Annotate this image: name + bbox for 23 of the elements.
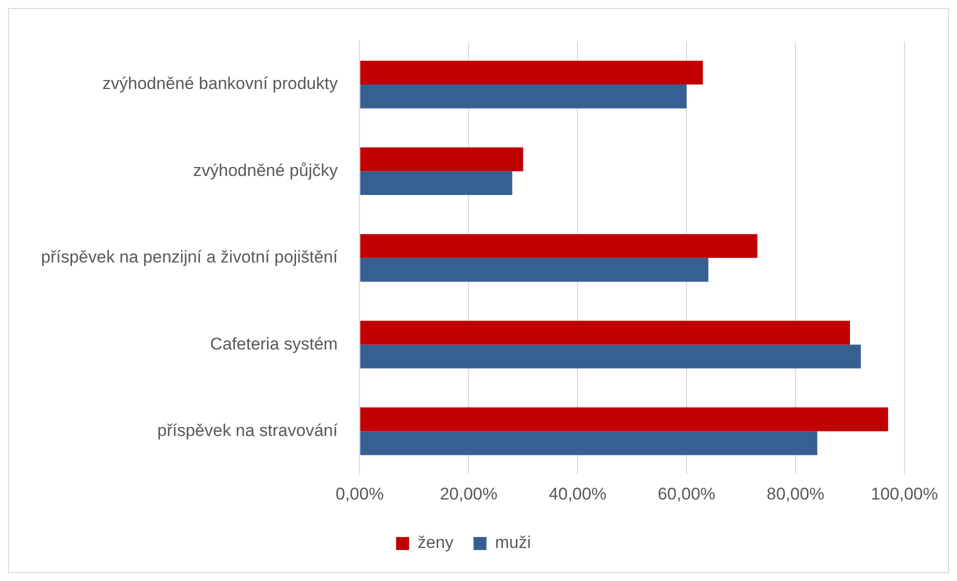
x-tick-label: 60,00% bbox=[658, 484, 716, 504]
y-tick-label: zvýhodněné bankovní produkty bbox=[102, 74, 338, 94]
y-tick-label: zvýhodněné půjčky bbox=[193, 160, 338, 180]
x-tick-label: 0,00% bbox=[336, 484, 384, 504]
bar bbox=[360, 407, 888, 432]
bar bbox=[360, 431, 818, 456]
bar bbox=[360, 258, 708, 282]
legend-label: muži bbox=[495, 533, 531, 552]
y-tick-label: Cafeteria systém bbox=[210, 334, 338, 354]
y-tick-label: příspěvek na stravování bbox=[157, 420, 338, 440]
x-tick-label: 20,00% bbox=[440, 484, 498, 504]
bar bbox=[360, 171, 512, 196]
bar bbox=[360, 344, 861, 368]
legend-label: ženy bbox=[418, 533, 454, 552]
x-tick-label: 40,00% bbox=[548, 484, 606, 504]
bar bbox=[360, 84, 687, 108]
bar bbox=[360, 320, 850, 345]
bar bbox=[360, 234, 758, 258]
bar bbox=[360, 147, 524, 172]
x-tick-label: 100,00% bbox=[870, 484, 938, 504]
x-tick-label: 80,00% bbox=[766, 484, 824, 504]
bar bbox=[360, 60, 703, 85]
y-tick-label: příspěvek na penzijní a životní pojištění bbox=[40, 248, 338, 267]
